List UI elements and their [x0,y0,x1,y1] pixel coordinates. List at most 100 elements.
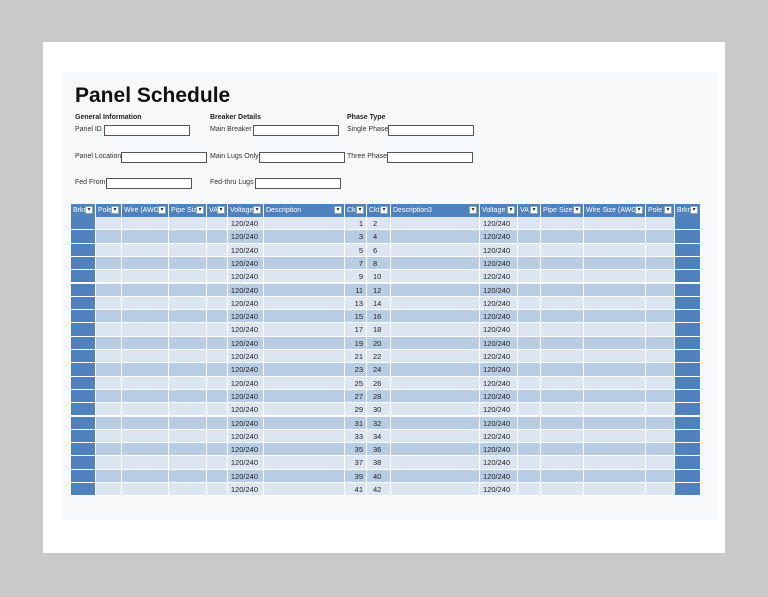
table-cell [207,283,228,297]
table-cell: 120/240 [228,336,264,350]
filter-dropdown[interactable]: ▾ [111,206,119,214]
table-cell [518,469,541,483]
filter-dropdown[interactable]: ▾ [469,206,477,214]
table-cell [584,283,646,297]
table-cell [675,323,701,337]
table-cell: 120/240 [228,243,264,257]
table-cell [584,429,646,444]
filter-dropdown[interactable]: ▾ [253,206,261,214]
table-cell [264,336,345,350]
table-cell [207,336,228,350]
table-cell [264,483,345,497]
table-cell [584,469,646,483]
filter-dropdown[interactable]: ▾ [530,206,538,214]
table-cell: 2 [367,217,391,231]
table-cell [675,389,701,404]
table-cell [71,483,96,497]
filter-dropdown[interactable]: ▾ [635,206,643,214]
filter-dropdown[interactable]: ▾ [380,206,388,214]
table-cell: 5 [345,243,367,257]
table-cell [96,483,122,497]
table-cell: 41 [345,483,367,497]
table-cell [96,283,122,297]
table-cell [264,443,345,457]
table-cell [71,256,96,271]
table-cell [391,403,480,417]
table-cell [675,310,701,324]
column-header: Pipe Size ▾ [169,204,207,217]
table-cell [264,270,345,284]
table-cell: 22 [367,350,391,364]
table-cell: 32 [367,416,391,430]
table-cell [518,416,541,430]
text-input[interactable] [387,152,473,163]
filter-dropdown[interactable]: ▾ [85,206,93,214]
filter-dropdown[interactable]: ▾ [158,206,166,214]
filter-dropdown[interactable]: ▾ [573,206,581,214]
column-header: Description3 ▾ [391,204,480,217]
filter-dropdown[interactable]: ▾ [356,206,364,214]
filter-dropdown[interactable]: ▾ [334,206,342,214]
table-cell [169,483,207,497]
table-cell [169,283,207,297]
table-cell [391,429,480,444]
table-cell [675,230,701,244]
table-cell [541,376,584,390]
table-cell [207,376,228,390]
text-input[interactable] [121,152,207,163]
filter-dropdown[interactable]: ▾ [196,206,204,214]
text-input[interactable] [388,125,474,136]
field-label: Fed From [75,179,106,186]
table-cell [207,323,228,337]
table-cell: 120/240 [480,283,518,297]
table-cell [675,363,701,377]
table-cell [391,456,480,470]
header-text: Ckt [347,207,358,214]
table-cell [391,296,480,311]
text-input[interactable] [106,178,192,189]
table-cell: 40 [367,469,391,483]
table-cell [584,296,646,311]
table-cell [71,429,96,444]
table-cell [71,376,96,390]
filter-dropdown[interactable]: ▾ [664,206,672,214]
table-cell [391,243,480,257]
column-header: VA ▾ [518,204,541,217]
table-cell [541,323,584,337]
table-cell [96,217,122,231]
table-cell [71,283,96,297]
table-cell [541,230,584,244]
column-header: Pipe Size ▾ [541,204,584,217]
text-input[interactable] [259,152,345,163]
table-cell [391,323,480,337]
text-input[interactable] [253,125,339,136]
table-cell [541,310,584,324]
table-cell [675,283,701,297]
table-cell: 18 [367,323,391,337]
table-cell: 34 [367,429,391,444]
table-cell [169,376,207,390]
table-cell [391,416,480,430]
table-cell [96,336,122,350]
filter-dropdown[interactable]: ▾ [690,206,698,214]
filter-dropdown[interactable]: ▾ [507,206,515,214]
table-cell: 120/240 [228,270,264,284]
text-input[interactable] [104,125,190,136]
table-cell [71,469,96,483]
table-cell [264,256,345,271]
filter-dropdown[interactable]: ▾ [217,206,225,214]
column-header: Brkr ▾ [71,204,96,217]
table-cell [518,350,541,364]
table-cell [264,283,345,297]
table-cell [518,323,541,337]
table-cell [646,376,675,390]
table-cell: 42 [367,483,391,497]
table-cell [541,469,584,483]
table-cell [207,310,228,324]
header-text: Brkr [677,207,690,214]
text-input[interactable] [255,178,341,189]
table-cell: 120/240 [228,389,264,404]
table-cell: 120/240 [228,296,264,311]
table-cell [207,296,228,311]
column-header: Pole ▾ [646,204,675,217]
